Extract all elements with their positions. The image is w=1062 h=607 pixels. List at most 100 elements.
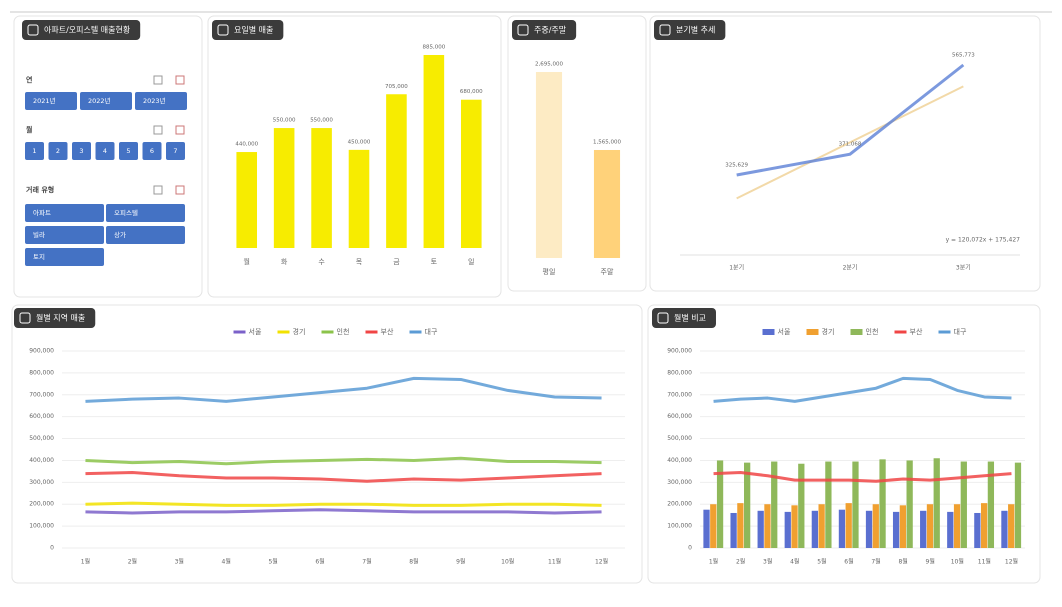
filter-label: 연	[26, 75, 32, 84]
x-tick-label: 8월	[409, 558, 418, 566]
bar	[273, 128, 295, 248]
bar-value-label: 440,000	[235, 142, 258, 148]
title-tag	[14, 308, 96, 328]
bar	[899, 505, 907, 548]
bar-value-label: 2,695,000	[535, 62, 563, 68]
x-tick-label: 9월	[456, 558, 465, 566]
filter-button[interactable]	[80, 92, 132, 110]
x-tick-label: 평일	[543, 267, 556, 276]
filter-button[interactable]	[106, 226, 185, 244]
filter-button-label: 2021년	[33, 96, 56, 105]
x-tick-label: 10월	[501, 558, 514, 566]
y-tick-label: 500,000	[29, 435, 54, 442]
title-tag	[22, 20, 141, 40]
filter-button-label: 5	[126, 147, 130, 155]
series-line	[85, 456, 602, 466]
bar	[798, 463, 805, 548]
bar	[865, 510, 873, 548]
x-tick-label: 7월	[362, 558, 371, 566]
filter-button[interactable]	[135, 92, 187, 110]
y-tick-label: 100,000	[667, 523, 692, 530]
filter-button[interactable]	[119, 142, 138, 160]
bar	[818, 504, 825, 548]
x-tick-label: 3월	[763, 558, 772, 566]
legend-label: 인천	[337, 327, 350, 336]
filter-button[interactable]	[48, 142, 68, 160]
filter-button[interactable]	[166, 142, 185, 160]
bar	[974, 512, 981, 548]
x-tick-label: 화	[281, 258, 288, 266]
filter-clear-icon[interactable]	[175, 75, 185, 85]
data-label: 325,629	[725, 163, 748, 169]
x-tick-label: 2분기	[843, 264, 858, 272]
x-tick-label: 1분기	[729, 264, 744, 272]
x-tick-label: 주말	[601, 268, 614, 276]
filter-button[interactable]	[142, 142, 162, 160]
trend-line	[736, 85, 964, 200]
bar	[852, 461, 859, 548]
title-tag	[652, 308, 716, 328]
trend-equation: y = 120,072x + 175,427	[946, 237, 1021, 244]
y-tick-label: 200,000	[667, 501, 692, 508]
filter-button-label: 2	[56, 147, 60, 155]
y-tick-label: 200,000	[29, 501, 54, 508]
legend-label: 대구	[954, 328, 967, 336]
x-tick-label: 목	[356, 258, 363, 266]
panel	[507, 15, 647, 292]
panel-title: 월별 지역 매출	[36, 313, 85, 323]
filter-icon	[153, 125, 163, 135]
filter-button[interactable]	[25, 248, 104, 266]
filter-button[interactable]	[25, 142, 44, 160]
bar	[920, 510, 927, 548]
panel-title: 분기별 추세	[676, 25, 715, 35]
filter-button[interactable]	[25, 226, 104, 244]
filter-button[interactable]	[106, 204, 185, 222]
bar-value-label: 450,000	[348, 139, 371, 145]
bar	[947, 511, 954, 548]
x-tick-label: 11월	[548, 558, 561, 566]
bar	[348, 149, 370, 248]
filter-clear-icon[interactable]	[175, 125, 185, 135]
bar	[386, 94, 407, 248]
bar	[460, 99, 482, 249]
bar-value-label: 550,000	[273, 118, 296, 124]
filter-button[interactable]	[72, 142, 91, 160]
x-tick-label: 1월	[709, 558, 718, 566]
bar	[784, 511, 791, 548]
bar-value-label: 680,000	[460, 89, 483, 95]
filter-button-label: 1	[32, 147, 36, 155]
series-line	[85, 376, 602, 403]
y-tick-label: 900,000	[667, 348, 692, 355]
bar	[845, 503, 852, 548]
x-tick-label: 9월	[926, 558, 935, 566]
x-tick-label: 4월	[790, 558, 799, 566]
filter-button-label: 빌라	[33, 230, 45, 239]
bar	[716, 460, 724, 548]
filter-button[interactable]	[25, 92, 77, 110]
filter-button[interactable]	[95, 142, 115, 160]
data-label: 371,068	[839, 142, 862, 148]
y-tick-label: 300,000	[29, 479, 54, 486]
series-line	[713, 376, 1012, 403]
bar	[423, 55, 445, 248]
bar	[960, 461, 967, 548]
bar	[892, 511, 900, 548]
y-tick-label: 900,000	[29, 348, 54, 355]
filter-clear-icon[interactable]	[175, 185, 185, 195]
x-tick-label: 12월	[595, 558, 608, 566]
bar	[825, 461, 832, 548]
bar	[311, 128, 332, 248]
filter-button-label: 2023년	[143, 96, 166, 105]
legend-swatch	[762, 329, 775, 335]
panel-title: 요일별 매출	[234, 25, 273, 35]
filter-button-label: 4	[103, 147, 107, 155]
y-tick-label: 700,000	[29, 391, 54, 398]
title-tag	[512, 20, 577, 40]
panel-title: 월별 비교	[674, 313, 706, 323]
y-tick-label: 600,000	[29, 413, 54, 420]
filter-button[interactable]	[25, 204, 104, 222]
bar	[926, 504, 934, 548]
bar	[703, 509, 710, 548]
x-tick-label: 4월	[222, 558, 231, 566]
bar-value-label: 550,000	[310, 118, 333, 124]
